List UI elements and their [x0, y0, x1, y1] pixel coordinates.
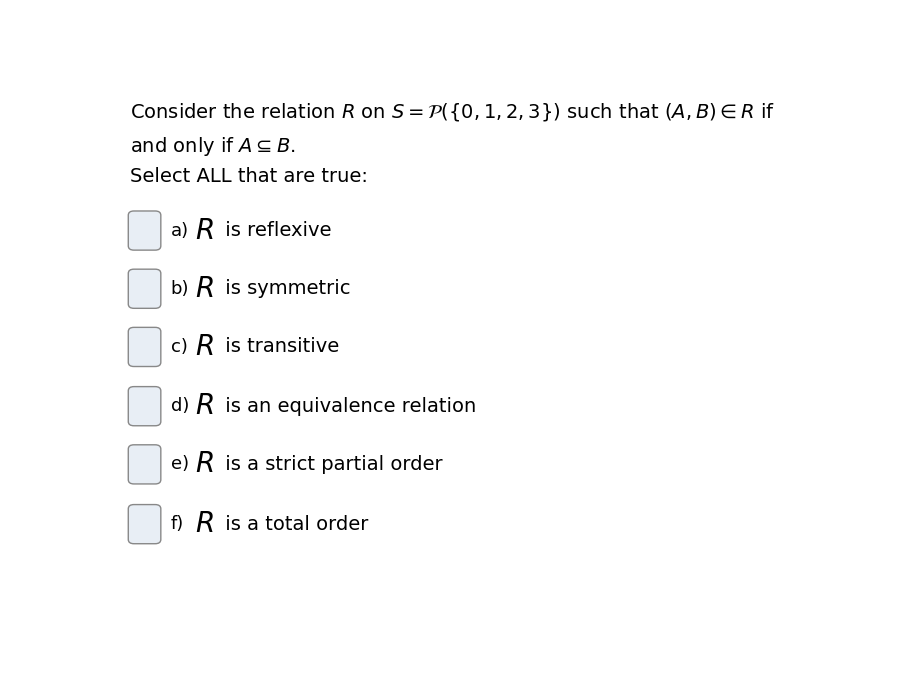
FancyBboxPatch shape — [128, 269, 161, 308]
FancyBboxPatch shape — [128, 504, 161, 543]
FancyBboxPatch shape — [128, 328, 161, 366]
Text: c): c) — [171, 338, 187, 356]
Text: e): e) — [171, 455, 189, 473]
Text: b): b) — [171, 280, 189, 297]
Text: $\mathit{R}$: $\mathit{R}$ — [195, 510, 215, 538]
Text: $\mathit{R}$: $\mathit{R}$ — [195, 392, 215, 420]
FancyBboxPatch shape — [128, 211, 161, 250]
Text: f): f) — [171, 515, 184, 533]
Text: is reflexive: is reflexive — [219, 221, 331, 240]
Text: is a total order: is a total order — [219, 515, 368, 534]
Text: Consider the relation $\mathit{R}$ on $S = \mathcal{P}(\{0, 1, 2, 3\})$ such tha: Consider the relation $\mathit{R}$ on $S… — [130, 101, 775, 123]
Text: $\mathit{R}$: $\mathit{R}$ — [195, 333, 215, 361]
Text: d): d) — [171, 397, 189, 415]
Text: and only if $A \subseteq B$.: and only if $A \subseteq B$. — [130, 135, 295, 158]
FancyBboxPatch shape — [128, 387, 161, 426]
FancyBboxPatch shape — [128, 444, 161, 484]
Text: Select ALL that are true:: Select ALL that are true: — [130, 167, 368, 186]
Text: is an equivalence relation: is an equivalence relation — [219, 396, 476, 416]
Text: a): a) — [171, 221, 189, 240]
Text: $\mathit{R}$: $\mathit{R}$ — [195, 216, 215, 245]
Text: is symmetric: is symmetric — [219, 279, 351, 298]
Text: $\mathit{R}$: $\mathit{R}$ — [195, 451, 215, 478]
Text: $\mathit{R}$: $\mathit{R}$ — [195, 275, 215, 303]
Text: is a strict partial order: is a strict partial order — [219, 455, 443, 474]
Text: is transitive: is transitive — [219, 337, 339, 357]
